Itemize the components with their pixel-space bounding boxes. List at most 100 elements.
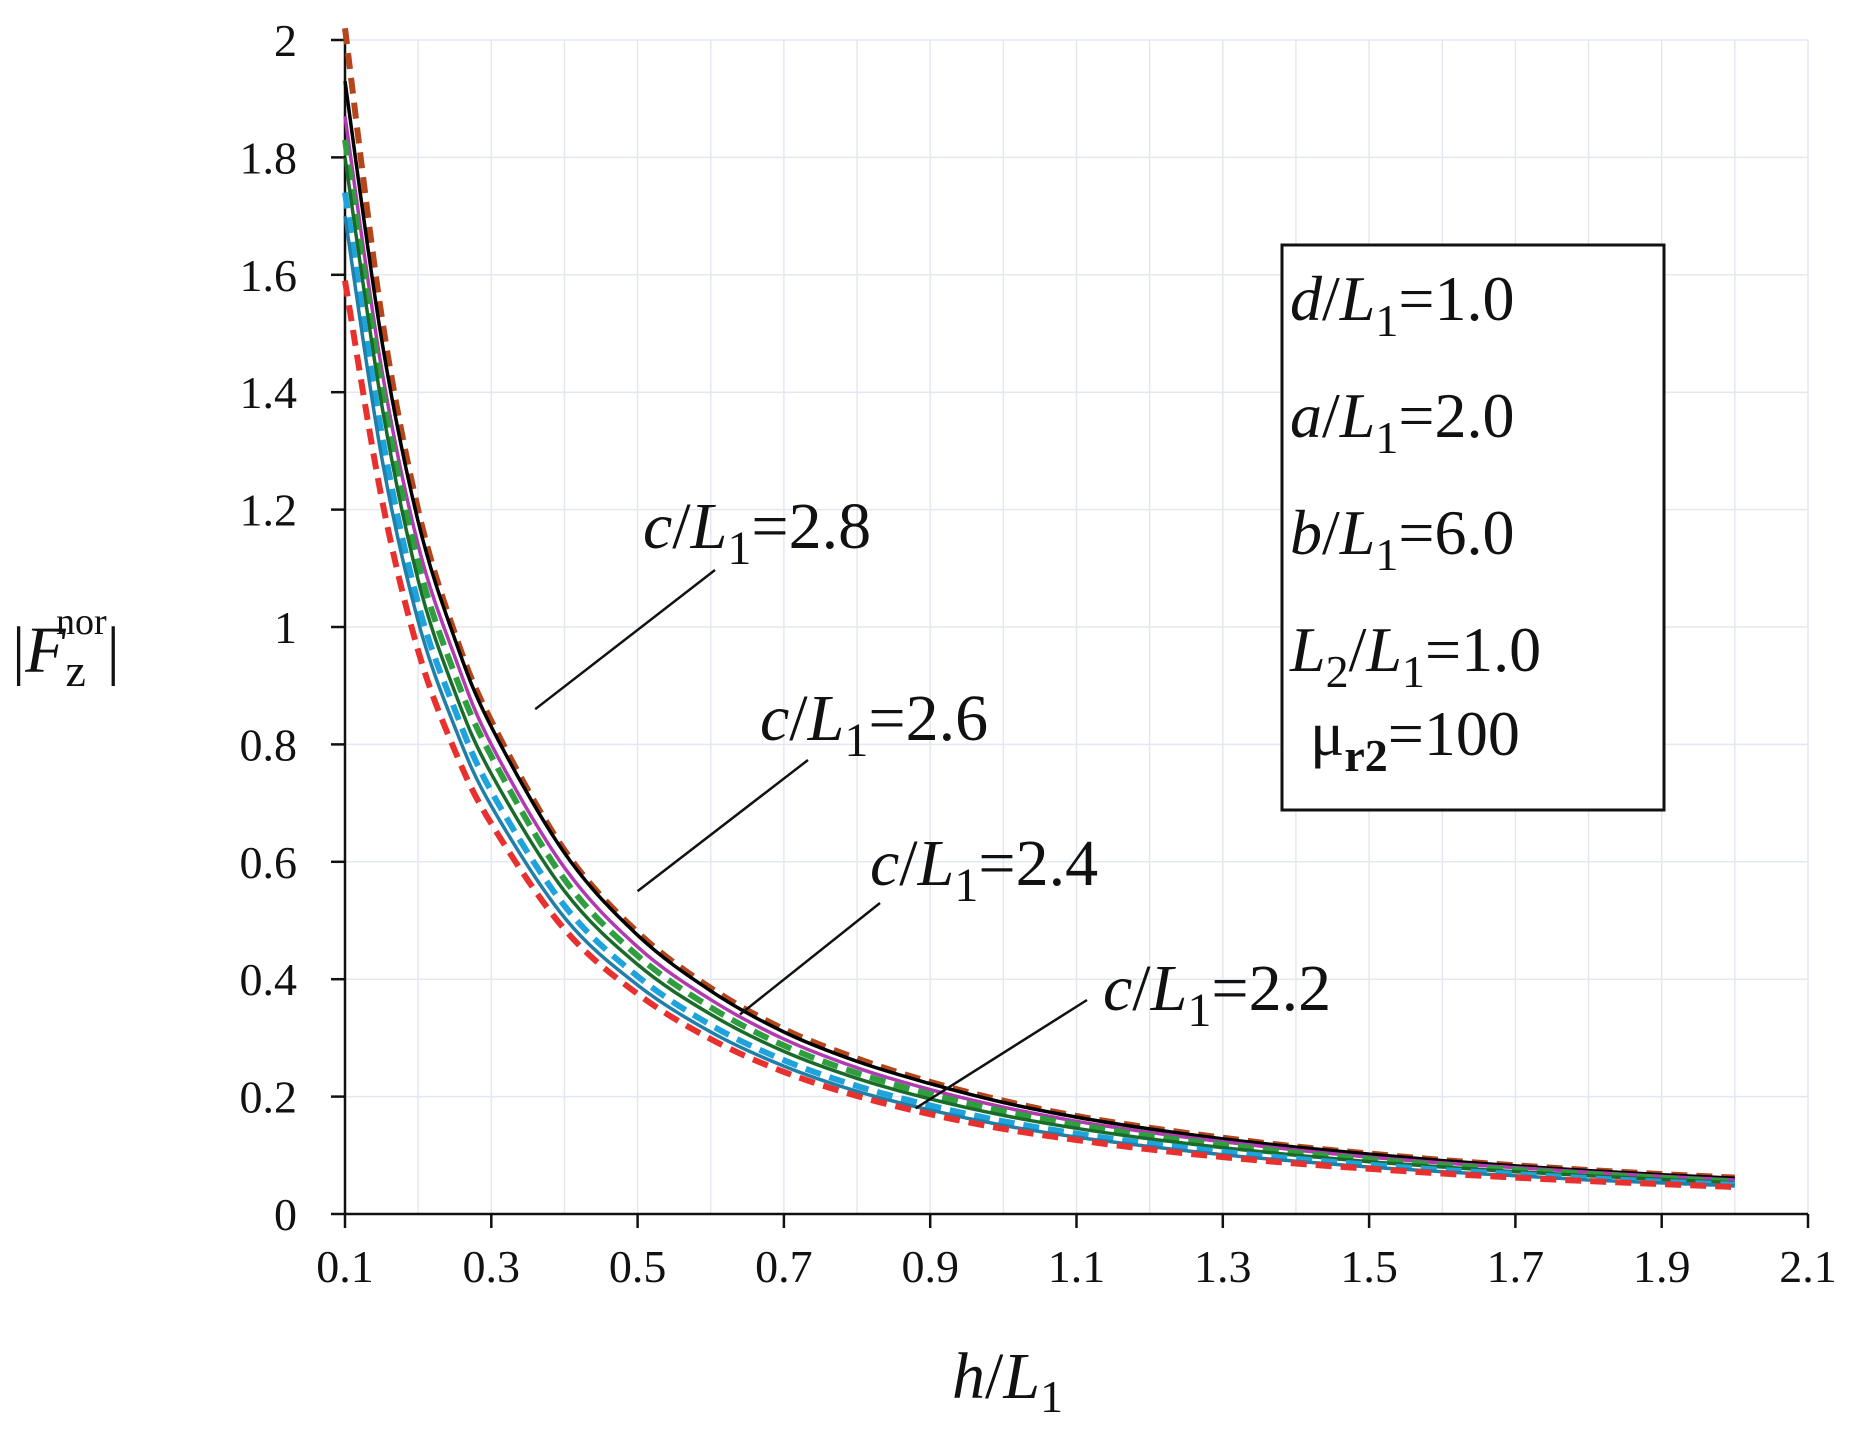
y-tick-label: 0 [274,1189,297,1240]
annotation-sub: 1 [954,859,978,912]
annotation-base: L [807,682,845,755]
y-tick-label: 1.8 [240,132,298,183]
y-tick-label: 0.6 [240,837,298,888]
x-axis-title: h/L1 [952,1340,1063,1422]
curve-annotations: c/L1=2.8c/L1=2.6c/L1=2.4c/L1=2.2 [534,490,1331,1110]
series-group [342,27,1735,1190]
annotation-label: c/L1=2.6 [760,682,988,767]
annotation-val: 2.8 [789,490,872,563]
annotation-slash: / [789,682,808,755]
parameter-slash: / [1322,380,1340,451]
parameter-row: d/L1=1.0 [1290,263,1514,346]
x-axis-title-var: h [952,1340,985,1413]
annotation-eq: = [868,682,905,755]
annotation-label: c/L1=2.8 [643,490,871,575]
parameter-eq: = [1398,497,1434,568]
annotation-base: L [1150,952,1188,1025]
parameter-var: L [1289,614,1326,685]
x-tick-label: 0.5 [609,1241,667,1292]
annotation-var: c [1103,952,1132,1025]
parameter-slash: / [1322,263,1340,334]
y-axis-title-sub: z [66,645,86,696]
parameter-sub: 1 [1402,646,1425,697]
parameter-base: L [1365,614,1402,685]
y-axis-title: |Fznor| [12,601,120,696]
annotation-base: L [690,490,728,563]
series-line-7 [342,280,1735,1190]
parameter-var: d [1290,263,1323,334]
annotation-eq: = [1211,952,1248,1025]
y-axis-title-open: | [12,614,25,687]
parameter-val: 1.0 [1461,614,1541,685]
annotation-leader-line [914,998,1088,1110]
annotation-sub: 1 [1187,984,1211,1037]
annotation-slash: / [899,827,918,900]
y-tick-label: 1 [274,602,297,653]
annotation-leader-line [636,759,809,893]
parameter-val: 2.0 [1434,380,1514,451]
parameter-var: b [1290,497,1322,568]
annotation-slash: / [1132,952,1151,1025]
parameter-row: b/L1=6.0 [1290,497,1514,580]
x-tick-label: 0.7 [755,1241,813,1292]
parameter-row: L2/L1=1.0 [1289,614,1541,697]
annotation-base: L [917,827,955,900]
series-line-1 [343,80,1735,1180]
x-tick-label: 1.1 [1048,1241,1106,1292]
parameter-var: μ [1310,698,1344,769]
annotation-label: c/L1=2.2 [1103,952,1331,1037]
parameter-sub: 1 [1375,295,1398,346]
parameter-var: a [1290,380,1322,451]
parameter-eq: = [1398,380,1434,451]
x-axis-title-sub: 1 [1040,1371,1063,1422]
parameter-row: a/L1=2.0 [1290,380,1514,463]
x-tick-label: 2.1 [1779,1241,1837,1292]
annotation-slash: / [672,490,691,563]
annotation-sub: 1 [844,714,868,767]
parameter-box-frame [1280,243,1666,812]
y-tick-label: 0.8 [240,719,298,770]
x-tick-label: 1.5 [1340,1241,1398,1292]
parameter-slash: / [1349,614,1367,685]
annotation-val: 2.2 [1249,952,1332,1025]
x-tick-label: 0.9 [901,1241,959,1292]
x-tick-label: 0.3 [463,1241,521,1292]
y-tick-label: 2 [274,15,297,66]
annotation-eq: = [978,827,1015,900]
parameter-val: 100 [1424,698,1520,769]
y-tick-label: 0.4 [240,954,298,1005]
parameter-slash: / [1322,497,1340,568]
parameter-base: L [1339,263,1376,334]
x-tick-label: 0.1 [316,1241,374,1292]
y-axis-title-sup: nor [56,601,107,643]
x-tick-label: 1.3 [1194,1241,1252,1292]
annotation-val: 2.6 [906,682,989,755]
parameter-eq: = [1425,614,1461,685]
parameter-sub: 1 [1375,529,1398,580]
parameter-row: μr2=100 [1310,698,1520,781]
y-axis-title-close: | [107,614,120,687]
x-axis-title-base: L [1002,1340,1040,1413]
parameter-val: 1.0 [1434,263,1514,334]
x-axis-title-slash: / [985,1340,1004,1413]
parameter-eq: = [1388,698,1424,769]
parameter-base: L [1339,497,1376,568]
annotation-leader-line [739,902,881,1016]
parameter-eq: = [1398,263,1434,334]
annotation-var: c [870,827,899,900]
annotation-sub: 1 [727,522,751,575]
parameter-sub: r2 [1344,730,1387,781]
annotation-label: c/L1=2.4 [870,827,1098,912]
x-tick-label: 1.7 [1487,1241,1545,1292]
axes [331,36,1810,1228]
x-tick-label: 1.9 [1633,1241,1691,1292]
parameter-val: 6.0 [1434,497,1514,568]
annotation-var: c [643,490,672,563]
y-axis-title-base: F [24,614,66,687]
tick-labels: 0 0.2 0.4 0.6 0.8 1 1.2 1.4 1.6 1.8 2 0.1 0.3 0.5 0.7 0… [240,15,1837,1292]
annotation-leader-line [534,569,716,711]
parameter-sub: 1 [1375,412,1398,463]
